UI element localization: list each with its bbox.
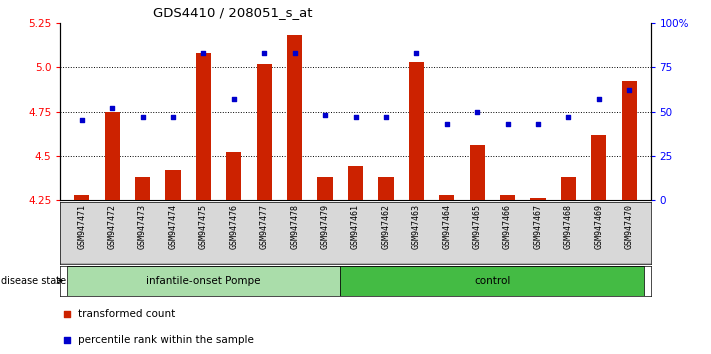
Text: GSM947471: GSM947471 xyxy=(77,204,86,249)
Point xyxy=(533,121,544,127)
Bar xyxy=(166,170,181,200)
Bar xyxy=(530,198,545,200)
Point xyxy=(441,121,452,127)
Point xyxy=(76,118,87,123)
Bar xyxy=(592,135,606,200)
Point xyxy=(276,199,287,205)
Bar xyxy=(318,177,333,200)
Bar xyxy=(257,64,272,200)
Text: GSM947470: GSM947470 xyxy=(625,204,634,249)
Text: GSM947478: GSM947478 xyxy=(290,204,299,249)
Point xyxy=(167,114,178,120)
Point xyxy=(289,50,300,56)
Bar xyxy=(341,266,644,296)
Text: GSM947468: GSM947468 xyxy=(564,204,573,249)
Text: transformed count: transformed count xyxy=(78,309,176,320)
Text: GDS4410 / 208051_s_at: GDS4410 / 208051_s_at xyxy=(153,6,312,19)
Point xyxy=(137,114,149,120)
Bar xyxy=(378,177,393,200)
Point xyxy=(502,121,513,127)
Point xyxy=(228,96,240,102)
Bar xyxy=(409,62,424,200)
Point xyxy=(624,87,635,93)
Point xyxy=(259,50,270,56)
Text: GSM947467: GSM947467 xyxy=(533,204,542,249)
Point xyxy=(350,114,361,120)
Point xyxy=(562,114,574,120)
Text: GSM947463: GSM947463 xyxy=(412,204,421,249)
Bar xyxy=(135,177,150,200)
Point xyxy=(380,114,392,120)
Text: GSM947466: GSM947466 xyxy=(503,204,512,249)
Bar xyxy=(348,166,363,200)
Bar xyxy=(105,112,119,200)
Text: control: control xyxy=(474,275,510,286)
Bar xyxy=(196,53,211,200)
Bar xyxy=(500,195,515,200)
Text: GSM947476: GSM947476 xyxy=(230,204,238,249)
Text: GSM947474: GSM947474 xyxy=(169,204,178,249)
Text: GSM947465: GSM947465 xyxy=(473,204,481,249)
Bar xyxy=(561,177,576,200)
Bar xyxy=(74,195,90,200)
Text: GSM947477: GSM947477 xyxy=(260,204,269,249)
Text: disease state: disease state xyxy=(1,275,66,286)
Point xyxy=(593,96,604,102)
Bar xyxy=(67,266,341,296)
Point xyxy=(471,109,483,114)
Text: GSM947469: GSM947469 xyxy=(594,204,604,249)
Point xyxy=(319,112,331,118)
Bar xyxy=(226,152,242,200)
Bar xyxy=(469,145,485,200)
Text: GSM947461: GSM947461 xyxy=(351,204,360,249)
Bar xyxy=(439,195,454,200)
Text: infantile-onset Pompe: infantile-onset Pompe xyxy=(146,275,261,286)
Text: GSM947472: GSM947472 xyxy=(107,204,117,249)
Text: GSM947475: GSM947475 xyxy=(199,204,208,249)
Text: GSM947462: GSM947462 xyxy=(381,204,390,249)
Bar xyxy=(621,81,637,200)
Text: GSM947479: GSM947479 xyxy=(321,204,330,249)
Point xyxy=(411,50,422,56)
Bar xyxy=(287,35,302,200)
Point xyxy=(198,50,209,56)
Text: percentile rank within the sample: percentile rank within the sample xyxy=(78,335,254,345)
Point xyxy=(107,105,118,111)
Text: GSM947473: GSM947473 xyxy=(138,204,147,249)
Text: GSM947464: GSM947464 xyxy=(442,204,451,249)
